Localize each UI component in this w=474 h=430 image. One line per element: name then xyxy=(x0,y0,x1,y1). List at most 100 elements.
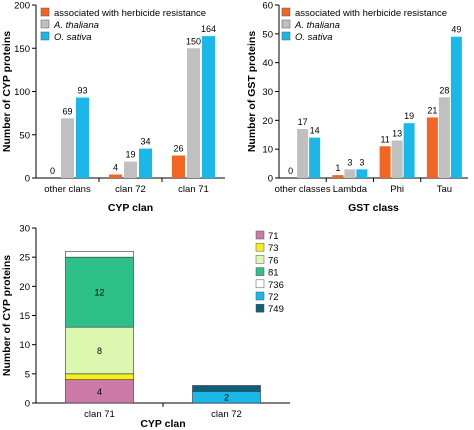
bar xyxy=(450,36,462,178)
x-tick-label: clan 72 xyxy=(115,184,146,195)
data-label: 69 xyxy=(62,106,72,116)
y-tick-label: 60 xyxy=(262,1,273,12)
data-label: 0 xyxy=(288,166,293,176)
y-tick-label: 5 xyxy=(25,369,30,380)
bar xyxy=(124,161,137,178)
data-label: 34 xyxy=(140,137,150,147)
x-tick-label: other classes xyxy=(275,184,331,195)
bar xyxy=(76,97,89,178)
legend-label: 736 xyxy=(268,280,284,291)
data-label: 2 xyxy=(224,393,229,403)
data-label: 93 xyxy=(77,86,87,96)
legend-label: associated with herbicide resistance xyxy=(295,8,447,19)
legend-label: 71 xyxy=(268,231,279,242)
legend-swatch xyxy=(281,7,291,17)
x-tick-label: clan 71 xyxy=(178,184,209,195)
data-label: 3 xyxy=(347,157,352,167)
stacked-bar-segment xyxy=(65,256,134,328)
legend-swatch xyxy=(40,19,50,29)
stacked-bar-segment xyxy=(65,373,134,380)
y-tick-label: 30 xyxy=(262,87,273,98)
x-tick-label: other clans xyxy=(44,184,91,195)
stacked-bar-segment xyxy=(65,326,134,375)
y-tick-label: 10 xyxy=(19,340,30,351)
stacked-bar-segment xyxy=(192,385,261,392)
legend-swatch xyxy=(281,19,291,29)
legend-swatch xyxy=(281,31,291,41)
data-label: 26 xyxy=(173,144,183,154)
legend-swatch xyxy=(255,242,265,252)
y-tick-label: 40 xyxy=(262,58,273,69)
chart-1: 0 50 100 150 200 Number of CYP proteins CYP cl… xyxy=(1,1,225,214)
y-tick-label: 0 xyxy=(25,399,30,410)
data-label: 0 xyxy=(50,166,55,176)
bar xyxy=(379,146,391,178)
data-label: 8 xyxy=(97,346,102,356)
data-label: 11 xyxy=(380,134,389,144)
x-tick-label: clan 71 xyxy=(84,409,115,420)
y-tick-label: 200 xyxy=(14,1,30,12)
legend-label: A. thaliana xyxy=(53,20,99,31)
legend-swatch xyxy=(255,279,265,289)
chart-2: 0 10 20 30 40 50 60 Number of GST proteins GST c… xyxy=(246,1,468,214)
bar xyxy=(403,123,415,178)
bar xyxy=(438,97,450,178)
data-label: 14 xyxy=(310,126,320,136)
x-tick-label: clan 72 xyxy=(211,409,242,420)
bar xyxy=(61,118,74,178)
bar xyxy=(332,175,344,178)
data-label: 4 xyxy=(97,387,102,397)
bar xyxy=(356,169,368,178)
legend-swatch xyxy=(255,267,265,276)
legend-swatch xyxy=(255,291,265,301)
y-tick-label: 50 xyxy=(262,29,273,40)
legend-label: A. thaliana xyxy=(294,20,340,31)
y-tick-label: 0 xyxy=(25,174,30,185)
legend-label: 76 xyxy=(268,255,279,266)
bar xyxy=(297,128,309,178)
data-label: 28 xyxy=(439,85,449,95)
legend-swatch xyxy=(255,303,265,313)
x-axis-title: CYP clan xyxy=(108,202,153,214)
x-tick-label: Lambda xyxy=(333,184,368,195)
data-label: 3 xyxy=(359,157,364,167)
x-axis-title: CYP clan xyxy=(140,418,185,430)
legend-swatch xyxy=(40,7,50,17)
bar xyxy=(426,117,438,178)
y-tick-label: 25 xyxy=(19,253,30,264)
data-label: 19 xyxy=(404,111,414,121)
y-axis-title: Number of CYP proteins xyxy=(1,31,13,152)
bar xyxy=(202,36,215,178)
data-label: 17 xyxy=(298,117,308,127)
stacked-bar-segment xyxy=(65,251,134,258)
legend-swatch xyxy=(255,255,265,264)
data-label: 12 xyxy=(94,288,104,298)
legend-label: 73 xyxy=(268,243,279,254)
data-label: 19 xyxy=(125,150,135,160)
legend-label: 72 xyxy=(268,292,279,303)
bar xyxy=(344,169,356,178)
y-tick-label: 20 xyxy=(262,116,273,127)
x-tick-label: Tau xyxy=(437,184,452,195)
y-axis-title: Number of GST proteins xyxy=(246,31,258,153)
bar xyxy=(309,137,321,178)
data-label: 4 xyxy=(113,163,118,173)
data-label: 49 xyxy=(451,25,461,35)
x-tick-label: Phi xyxy=(390,184,404,195)
y-tick-label: 30 xyxy=(19,224,30,235)
x-axis-title: GST class xyxy=(348,202,399,214)
y-tick-label: 10 xyxy=(262,145,273,156)
legend-swatch xyxy=(40,31,50,41)
legend-label: 81 xyxy=(268,268,279,279)
data-label: 164 xyxy=(201,24,216,34)
bar xyxy=(139,148,152,178)
legend-label: O. sativa xyxy=(295,32,333,43)
bar xyxy=(391,140,403,178)
y-axis-title: Number of CYP proteins xyxy=(1,255,13,376)
data-label: 13 xyxy=(392,129,402,139)
data-label: 1 xyxy=(335,163,340,173)
